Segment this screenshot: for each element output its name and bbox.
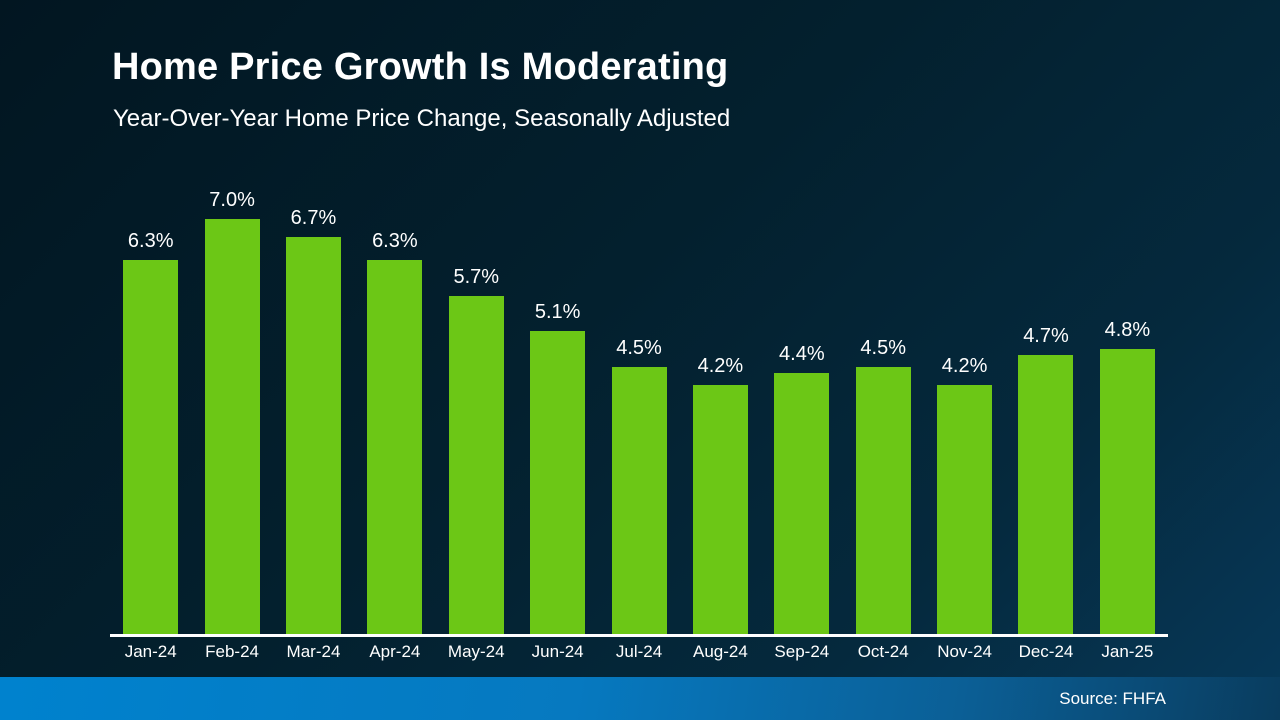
bar-column: 6.7% — [273, 206, 354, 634]
bar-value-label: 4.5% — [860, 337, 906, 359]
bar-column: 7.0% — [191, 188, 272, 634]
plot-area: 6.3% 7.0% 6.7% 6.3% 5.7% 5.1% 4.5% 4.2% 4.4% 4.5%… — [110, 189, 1168, 634]
bar-value-label: 6.3% — [127, 230, 174, 253]
bar-column: 4.4% — [761, 342, 842, 634]
x-axis-label: Jan-25 — [1101, 642, 1154, 661]
bar-value-label: 4.2% — [697, 354, 744, 377]
bar-value-label: 6.7% — [290, 206, 337, 229]
bar-column: 4.5% — [843, 336, 924, 634]
bar — [530, 331, 586, 634]
bar-value-label: 5.1% — [534, 301, 581, 324]
bar — [123, 260, 179, 634]
footer-bar: Source: FHFA — [0, 677, 1280, 720]
x-axis-label: May-24 — [447, 642, 505, 661]
bar — [367, 260, 423, 634]
bar — [285, 236, 341, 634]
x-axis-label: Nov-24 — [937, 642, 992, 661]
bar-value-label: 7.0% — [209, 188, 255, 211]
bar — [448, 295, 504, 634]
bar-column: 4.2% — [924, 354, 1005, 634]
bar-column: 5.1% — [517, 300, 598, 634]
x-axis-label: Mar-24 — [286, 642, 341, 661]
bar-column: 4.2% — [680, 354, 761, 634]
bar — [774, 372, 830, 634]
bar-column: 4.5% — [598, 336, 679, 634]
bar-column: 6.3% — [110, 229, 191, 634]
bar — [692, 384, 748, 634]
bar-chart: 6.3% 7.0% 6.7% 6.3% 5.7% 5.1% 4.5% 4.2% 4.4% 4.5%… — [110, 189, 1168, 662]
bar-value-label: 6.3% — [372, 230, 418, 253]
x-axis-label: Oct-24 — [857, 642, 909, 661]
source-label: Source: FHFA — [1059, 688, 1166, 708]
bar-value-label: 4.5% — [616, 337, 662, 359]
page-subtitle: Year-Over-Year Home Price Change, Season… — [113, 105, 731, 132]
x-axis-label: Apr-24 — [369, 642, 421, 661]
x-axis-labels: Jan-24 Feb-24 Mar-24 Apr-24 May-24 Jun-24 Jul-… — [110, 642, 1168, 662]
bar-column: 4.7% — [1005, 324, 1086, 634]
bar-column: 4.8% — [1087, 318, 1168, 634]
bar-value-label: 4.4% — [779, 342, 825, 365]
x-axis-label: Sep-24 — [774, 642, 830, 661]
bar-value-label: 4.2% — [941, 354, 988, 377]
x-axis-label: Jul-24 — [615, 642, 663, 661]
bar-value-label: 4.8% — [1104, 319, 1151, 342]
bar — [855, 367, 911, 634]
x-axis-label: Jun-24 — [531, 642, 584, 661]
x-axis-label: Dec-24 — [1018, 642, 1074, 661]
bar — [1018, 355, 1074, 634]
x-axis-label: Aug-24 — [693, 642, 748, 661]
x-axis-label: Jan-24 — [124, 642, 177, 661]
bar — [611, 367, 667, 634]
x-axis-line — [110, 634, 1168, 637]
page-title: Home Price Growth Is Moderating — [112, 46, 729, 88]
bar-column: 6.3% — [354, 229, 435, 634]
bar-column: 5.7% — [436, 265, 517, 634]
bar — [1099, 349, 1155, 634]
bar-value-label: 5.7% — [453, 265, 500, 288]
bar-value-label: 4.7% — [1023, 325, 1069, 348]
x-axis-label: Feb-24 — [205, 642, 260, 661]
bar — [204, 218, 260, 634]
bar — [937, 384, 993, 634]
